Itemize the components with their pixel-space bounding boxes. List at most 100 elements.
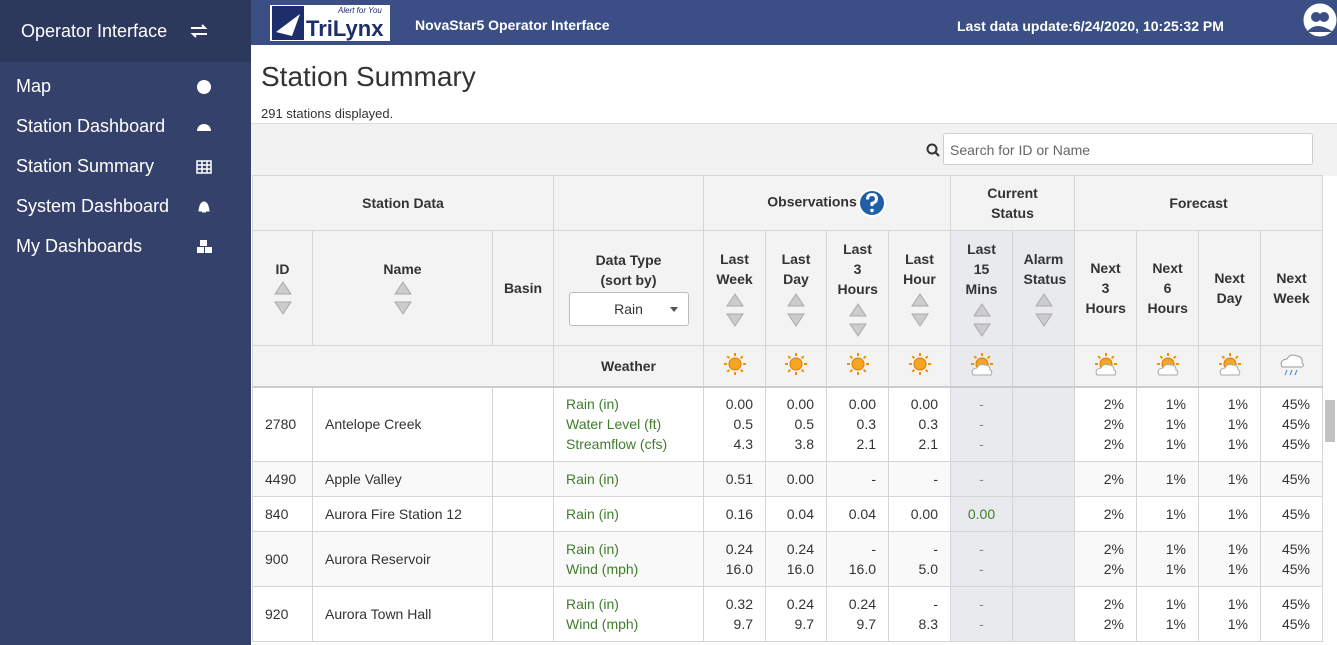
user-avatar[interactable] <box>1302 2 1337 38</box>
value-cell: - <box>826 461 889 497</box>
column-label: Name <box>383 261 422 277</box>
value-cell: 1% 1% <box>1136 586 1199 642</box>
nav-item[interactable]: Station Summary <box>16 156 155 176</box>
value-cell: -- <box>950 586 1013 642</box>
station-name: Aurora Fire Station 12 <box>312 496 493 532</box>
sort-arrows[interactable] <box>393 281 412 315</box>
nav-icon <box>197 240 212 253</box>
column-label: Next Week <box>1273 270 1310 306</box>
sort-arrows[interactable] <box>787 293 805 327</box>
weather-cell <box>703 345 766 388</box>
station-basin <box>492 496 554 532</box>
weather-cell <box>826 345 889 388</box>
value: 1% <box>1165 561 1186 577</box>
sort-arrows[interactable] <box>273 281 292 315</box>
nav-item[interactable]: Station Dashboard <box>16 116 166 136</box>
station-row[interactable]: 840 Aurora Fire Station 12 Rain (in) 0.16 0.… <box>252 496 1323 532</box>
value: 8.3 <box>918 616 938 632</box>
value: 1% <box>1165 616 1186 632</box>
toolbar: Search for ID or Name <box>251 123 1337 176</box>
sidebar: Operator Interface Map Station Dashboard S… <box>0 0 251 645</box>
data-type-cell: Rain (in) <box>553 496 704 532</box>
value: 1% <box>1227 396 1248 413</box>
value: 2% <box>1103 436 1124 453</box>
help-icon[interactable] <box>857 188 887 218</box>
value: 0.51 <box>725 471 753 487</box>
data-type-cell: Rain (in) Wind (mph) <box>553 531 704 587</box>
value: 0.16 <box>725 506 753 522</box>
data-type[interactable]: Wind (mph) <box>566 616 639 632</box>
data-type[interactable]: Water Level (ft) <box>566 416 662 433</box>
value-cell: 1% 1% 1% <box>1136 386 1199 462</box>
value-cell: 45% 45% 45% <box>1260 386 1323 462</box>
value: - <box>979 436 984 453</box>
value: 0.00 <box>786 396 814 413</box>
group-header <box>553 175 704 231</box>
value: 2% <box>1103 596 1124 612</box>
data-type[interactable]: Rain (in) <box>566 471 619 487</box>
value: 0.00 <box>786 471 814 487</box>
value-cell: 0.00 <box>888 496 951 532</box>
sort-arrows[interactable] <box>910 293 929 327</box>
data-type[interactable]: Rain (in) <box>566 396 619 413</box>
station-id: 4490 <box>252 461 313 497</box>
data-type[interactable]: Wind (mph) <box>566 561 639 577</box>
data-type-select[interactable]: Rain <box>568 292 689 326</box>
value: 45% <box>1281 541 1310 557</box>
logo-text: TriLynx <box>306 16 384 41</box>
station-basin <box>492 531 554 587</box>
value: 0.04 <box>848 506 876 522</box>
search-input[interactable]: Search for ID or Name <box>943 133 1313 165</box>
column-label: Last Day <box>781 251 811 287</box>
data-type[interactable]: Rain (in) <box>566 506 619 522</box>
value: 3.8 <box>794 436 814 453</box>
station-name: Apple Valley <box>312 461 493 497</box>
select-value: Rain <box>614 301 643 317</box>
station-name: Aurora Town Hall <box>312 586 493 642</box>
weather-icon <box>1094 353 1117 376</box>
station-row[interactable]: 920 Aurora Town Hall Rain (in) Wind (mph) 0.… <box>252 586 1323 642</box>
station-row[interactable]: 2780 Antelope Creek Rain (in) Water Level (… <box>252 386 1323 462</box>
column-label: Data Type <box>595 252 662 268</box>
value: - <box>979 416 984 433</box>
value-cell: - 16.0 <box>826 531 889 587</box>
value: 1% <box>1227 596 1248 612</box>
sort-arrows[interactable] <box>972 303 991 337</box>
data-type[interactable]: Rain (in) <box>566 541 619 557</box>
nav-icon <box>197 124 211 131</box>
alarm-status <box>1012 386 1075 462</box>
data-type[interactable]: Streamflow (cfs) <box>566 436 668 453</box>
column-header: Data Type (sort by) Rain <box>553 230 704 346</box>
value: 2.1 <box>918 436 938 453</box>
sort-arrows[interactable] <box>848 303 867 337</box>
value: 0.24 <box>786 596 814 612</box>
station-row[interactable]: 4490 Apple Valley Rain (in) 0.51 0.00 - - - 2% 1%… <box>252 461 1323 497</box>
station-id: 840 <box>252 496 313 532</box>
column-label: Next 6 Hours <box>1147 260 1188 316</box>
value-cell: 0.00 0.3 2.1 <box>888 386 951 462</box>
value: 16.0 <box>786 561 814 577</box>
value-cell: 2% <box>1074 496 1137 532</box>
nav-item[interactable]: My Dashboards <box>16 236 143 256</box>
sort-arrows[interactable] <box>1034 293 1053 327</box>
nav-item[interactable]: System Dashboard <box>16 196 170 216</box>
value: 1% <box>1227 506 1248 522</box>
value: 0.00 <box>848 396 876 413</box>
value-cell: - <box>888 461 951 497</box>
column-label: Basin <box>503 280 543 296</box>
toggle-icon[interactable] <box>189 23 209 39</box>
sort-arrows[interactable] <box>725 293 744 327</box>
value: 0.00 <box>910 396 938 413</box>
value-cell: 1% 1% <box>1136 531 1199 587</box>
value: 1% <box>1227 471 1248 487</box>
value: 1% <box>1165 541 1186 557</box>
station-row[interactable]: 900 Aurora Reservoir Rain (in) Wind (mph) 0.… <box>252 531 1323 587</box>
nav-item[interactable]: Map <box>16 76 52 96</box>
logo-icon <box>272 6 304 40</box>
column-header: Last Hour <box>888 230 951 346</box>
scrollbar-thumb[interactable] <box>1325 400 1335 442</box>
data-type[interactable]: Rain (in) <box>566 596 619 612</box>
column-label: Next 3 Hours <box>1085 260 1126 316</box>
value: 16.0 <box>848 561 876 577</box>
group-label: Observations <box>767 193 857 210</box>
